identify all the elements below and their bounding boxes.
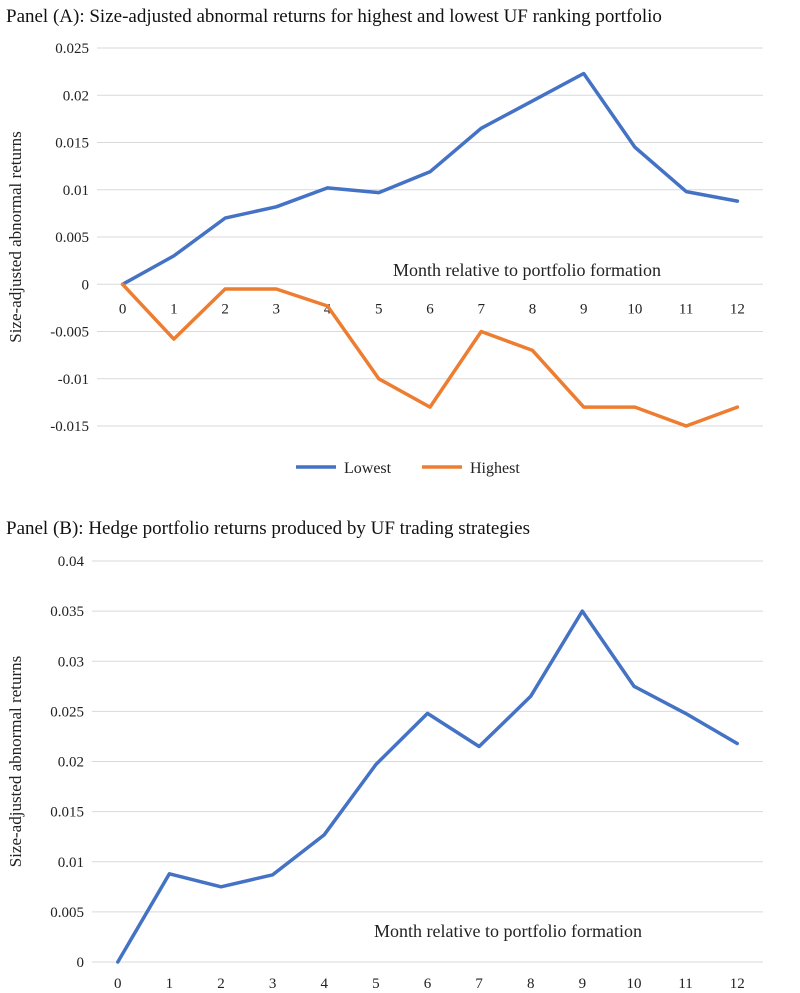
x-tick-label: 12 xyxy=(730,976,745,992)
x-tick-label: 7 xyxy=(475,976,483,992)
x-axis-label: Month relative to portfolio formation xyxy=(374,921,642,941)
x-tick-label: 7 xyxy=(477,301,485,317)
y-tick-label: 0.01 xyxy=(58,855,84,871)
data-point-highest xyxy=(736,405,739,409)
data-point-series xyxy=(426,712,429,715)
chart-a: 0.025 0.02 0.015 0.01 0.005 0 -0.005 -0.01 -0.01… xyxy=(6,41,763,477)
data-point-series xyxy=(529,695,532,698)
data-point-lowest xyxy=(684,190,688,193)
y-tick-label: 0.015 xyxy=(55,136,89,152)
series-line-series xyxy=(116,609,739,964)
x-tick-label: 10 xyxy=(627,301,642,317)
legend-label-lowest: Lowest xyxy=(344,460,392,477)
data-point-highest xyxy=(275,287,278,291)
data-point-series xyxy=(581,609,584,613)
y-tick-label: 0.025 xyxy=(50,704,84,720)
x-tick-label: 0 xyxy=(114,976,122,992)
data-point-lowest xyxy=(377,191,380,194)
x-tick-label: 0 xyxy=(119,301,127,317)
x-tick-label: 2 xyxy=(217,976,225,992)
y-tick-label: -0.015 xyxy=(50,419,89,435)
y-tick-label: 0 xyxy=(77,955,85,971)
x-tick-label: 1 xyxy=(166,976,174,992)
y-axis-label: Size-adjusted abnormal returns xyxy=(6,131,25,343)
data-point-series xyxy=(684,712,687,715)
data-point-highest xyxy=(428,405,432,409)
series-line-lowest xyxy=(120,71,740,287)
data-point-series xyxy=(219,885,223,889)
data-point-highest xyxy=(377,377,380,380)
data-point-lowest xyxy=(326,186,329,190)
y-tick-label: 0.03 xyxy=(58,654,84,670)
data-point-series xyxy=(374,763,378,766)
data-point-lowest xyxy=(480,127,483,130)
x-tick-label: 8 xyxy=(529,301,537,317)
data-point-lowest xyxy=(275,205,278,208)
data-point-highest xyxy=(480,330,483,333)
data-point-lowest xyxy=(172,254,176,258)
panel-b: Panel (B): Hedge portfolio returns produ… xyxy=(0,510,800,993)
data-point-lowest xyxy=(582,72,585,75)
y-axis-label: Size-adjusted abnormal returns xyxy=(6,656,25,868)
data-point-series xyxy=(323,833,326,836)
y-tick-label: -0.005 xyxy=(50,325,89,341)
x-tick-label: 2 xyxy=(221,301,229,317)
y-tick-label: 0 xyxy=(82,277,90,293)
data-point-series xyxy=(116,960,120,964)
x-tick-label: 9 xyxy=(580,301,588,317)
y-tick-label: 0.035 xyxy=(50,604,84,620)
x-tick-label: 5 xyxy=(372,976,380,992)
data-point-highest xyxy=(326,304,329,308)
data-point-highest xyxy=(223,287,227,291)
y-tick-label: 0.015 xyxy=(50,805,84,821)
x-tick-label: 5 xyxy=(375,301,383,317)
data-point-highest xyxy=(582,405,585,409)
data-point-highest xyxy=(633,405,637,409)
y-tick-label: -0.01 xyxy=(58,372,89,388)
x-tick-label: 4 xyxy=(321,976,329,992)
data-point-lowest xyxy=(428,170,432,173)
data-point-lowest xyxy=(223,216,227,220)
x-tick-label: 8 xyxy=(527,976,535,992)
x-tick-label: 11 xyxy=(679,301,693,317)
data-point-highest xyxy=(172,337,176,341)
data-point-series xyxy=(632,685,636,688)
legend-label-highest: Highest xyxy=(470,460,520,477)
data-point-highest xyxy=(121,283,124,286)
data-point-highest xyxy=(684,424,688,428)
x-tick-label: 12 xyxy=(730,301,745,317)
data-point-lowest xyxy=(633,146,637,149)
x-tick-label: 6 xyxy=(426,301,434,317)
data-point-series xyxy=(271,873,274,876)
x-tick-label: 3 xyxy=(273,301,281,317)
y-tick-label: 0.02 xyxy=(63,88,89,104)
data-point-series xyxy=(477,745,481,748)
panel-a: Panel (A): Size-adjusted abnormal return… xyxy=(6,6,763,477)
y-tick-label: 0.02 xyxy=(58,755,84,771)
data-point-lowest xyxy=(531,99,534,103)
x-tick-label: 10 xyxy=(626,976,641,992)
y-tick-label: 0.04 xyxy=(58,554,85,570)
data-point-series xyxy=(168,872,171,875)
x-tick-label: 11 xyxy=(678,976,692,992)
x-tick-label: 6 xyxy=(424,976,432,992)
panel-b-title: Panel (B): Hedge portfolio returns produ… xyxy=(6,518,530,539)
data-point-lowest xyxy=(736,199,739,203)
x-tick-label: 9 xyxy=(579,976,587,992)
y-tick-label: 0.005 xyxy=(55,230,89,246)
x-tick-label: 1 xyxy=(170,301,178,317)
data-point-highest xyxy=(531,349,534,352)
panel-a-title: Panel (A): Size-adjusted abnormal return… xyxy=(6,6,662,27)
y-tick-label: 0.025 xyxy=(55,41,89,57)
x-axis-label: Month relative to portfolio formation xyxy=(393,260,661,280)
data-point-series xyxy=(735,742,739,745)
y-tick-label: 0.005 xyxy=(50,905,84,921)
x-tick-label: 3 xyxy=(269,976,277,992)
y-tick-label: 0.01 xyxy=(63,183,89,199)
